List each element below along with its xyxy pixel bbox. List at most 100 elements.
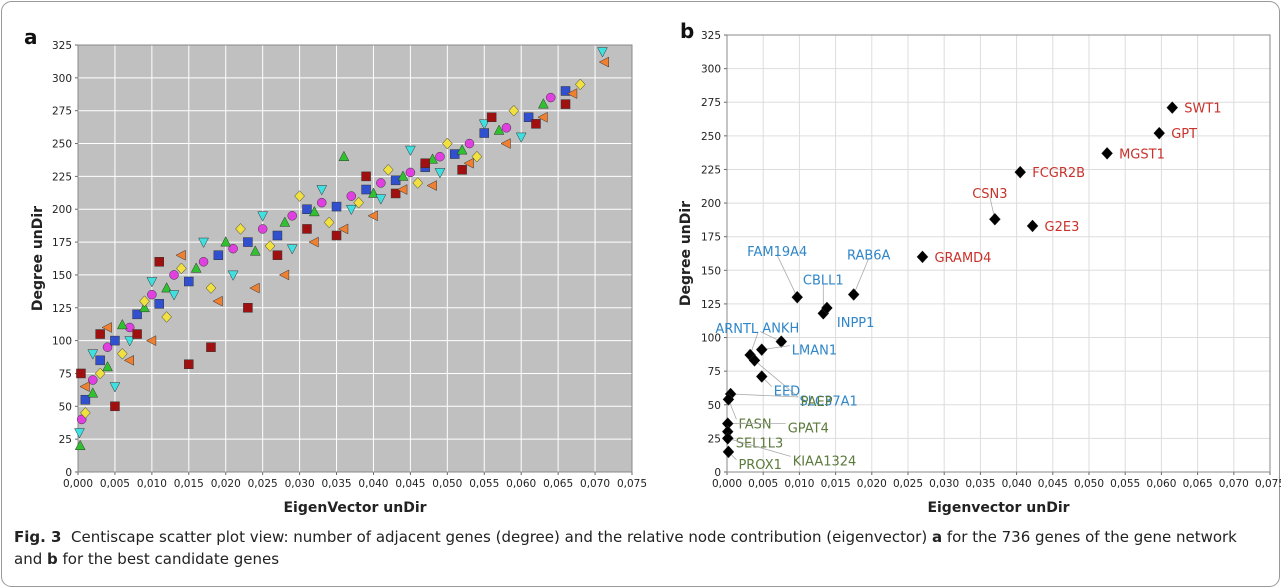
y-tick-label: 200 <box>52 204 72 216</box>
x-tick-label: 0,000 <box>712 478 742 490</box>
y-tick-label: 150 <box>52 270 72 282</box>
y-tick-label: 225 <box>701 164 721 176</box>
y-tick-label: 50 <box>59 401 72 413</box>
point <box>317 197 327 208</box>
point <box>154 299 165 309</box>
y-tick-label: 175 <box>701 232 721 244</box>
point <box>117 347 128 360</box>
leader-line <box>776 255 798 298</box>
point-label: FAM19A4 <box>747 245 807 260</box>
y-tick-label: 250 <box>52 139 72 151</box>
point <box>80 407 91 419</box>
point <box>243 303 253 313</box>
point <box>397 170 409 181</box>
point <box>1101 146 1113 160</box>
point <box>272 230 283 241</box>
point <box>323 216 335 229</box>
point <box>87 349 99 360</box>
x-tick-label: 0,020 <box>211 478 241 490</box>
point <box>228 243 238 254</box>
point <box>257 224 268 234</box>
point <box>560 86 571 96</box>
point-label: FCGR2B <box>1032 166 1085 181</box>
point <box>79 381 90 392</box>
point <box>598 56 609 68</box>
point <box>375 194 387 205</box>
x-tick-label: 0,045 <box>1038 478 1068 490</box>
x-tick-label: 0,035 <box>322 478 352 490</box>
x-tick-label: 0,055 <box>469 478 499 490</box>
point <box>190 262 202 273</box>
point <box>272 250 283 260</box>
caption: Fig. 3 Centiscape scatter plot view: num… <box>14 526 1264 570</box>
point <box>847 288 860 301</box>
point <box>95 355 105 366</box>
x-tick-label: 0,015 <box>174 478 204 490</box>
point <box>331 230 342 241</box>
y-tick-label: 300 <box>701 64 721 76</box>
panel-label: b <box>680 19 694 43</box>
point <box>110 401 120 412</box>
point <box>123 354 135 366</box>
point <box>508 104 520 117</box>
point <box>331 201 342 212</box>
point <box>309 205 320 217</box>
y-axis-label: Degree unDir <box>30 206 46 311</box>
point <box>139 301 150 313</box>
point <box>132 329 142 339</box>
point <box>220 236 232 247</box>
point <box>206 342 216 352</box>
x-tick-label: 0,060 <box>506 478 536 490</box>
y-tick-label: 175 <box>52 237 72 249</box>
point <box>531 119 541 129</box>
point <box>545 92 556 103</box>
x-tick-label: 0,015 <box>821 478 851 490</box>
leader-line <box>754 360 798 397</box>
point <box>426 180 437 191</box>
plot-border <box>77 44 633 473</box>
point <box>390 188 401 199</box>
point <box>139 295 150 307</box>
point <box>537 111 548 123</box>
point <box>463 157 474 169</box>
leader-line <box>730 393 799 398</box>
x-tick-label: 0,005 <box>100 478 130 490</box>
caption-label: Fig. 3 <box>14 528 62 546</box>
point <box>405 167 416 178</box>
y-tick-label: 75 <box>708 366 721 378</box>
y-tick-label: 100 <box>701 333 721 345</box>
x-axis-label: EigenVector unDir <box>283 500 426 516</box>
x-tick-label: 0,050 <box>1074 478 1104 490</box>
point <box>442 137 453 150</box>
point <box>456 144 468 155</box>
point-label: EED <box>774 385 800 400</box>
point <box>184 276 194 287</box>
plot-border <box>726 34 1271 473</box>
caption-text: for the 736 genes of the gene network an… <box>14 528 1237 568</box>
y-tick-label: 325 <box>52 40 72 52</box>
point <box>145 335 157 346</box>
point-label: PAEP <box>801 395 833 410</box>
point <box>74 439 86 451</box>
point <box>213 250 224 260</box>
point <box>243 237 253 247</box>
point <box>721 432 734 445</box>
y-tick-label: 125 <box>52 303 72 315</box>
plot-area <box>727 35 1270 472</box>
caption-text: for the best candidate genes <box>57 550 280 568</box>
point <box>1026 219 1039 233</box>
point <box>361 184 371 195</box>
x-tick-label: 0,050 <box>432 478 462 490</box>
point <box>427 153 438 164</box>
point <box>345 204 357 216</box>
x-tick-label: 0,035 <box>965 478 995 490</box>
point <box>94 367 106 380</box>
y-tick-label: 300 <box>52 73 72 85</box>
point <box>147 289 157 300</box>
point <box>486 112 497 123</box>
y-tick-label: 0 <box>65 467 72 479</box>
point <box>471 150 483 163</box>
point <box>537 98 549 109</box>
